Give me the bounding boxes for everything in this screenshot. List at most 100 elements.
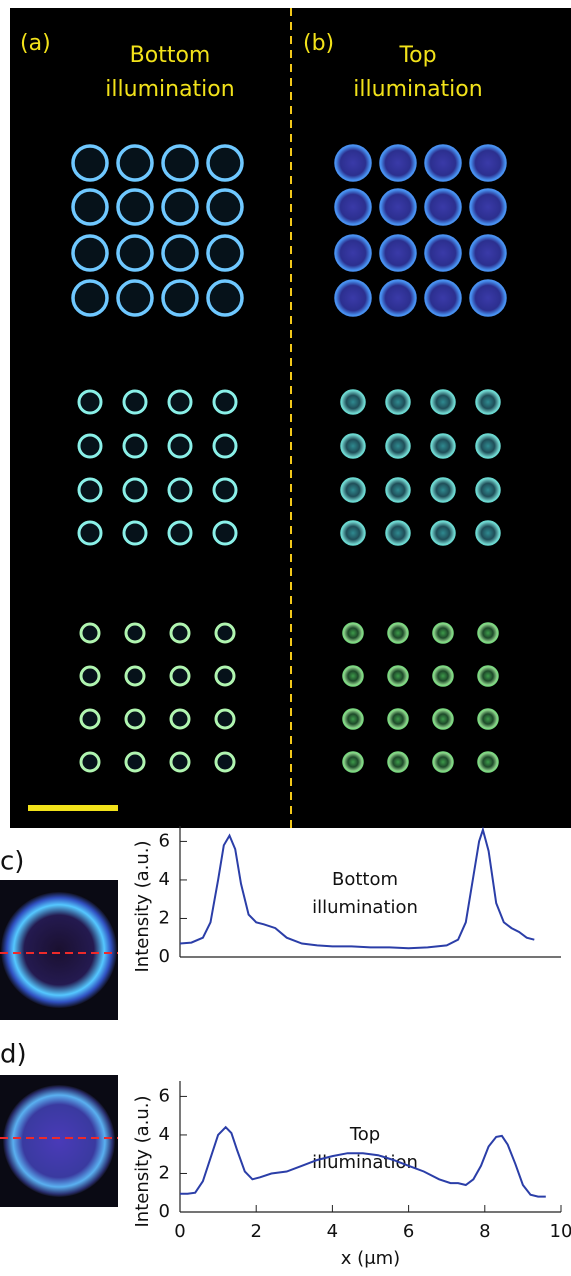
ring — [476, 521, 500, 545]
ring — [425, 280, 461, 316]
ring — [81, 624, 99, 642]
ring — [470, 280, 506, 316]
x-tick-label: 10 — [550, 1221, 571, 1242]
y-tick-label: 2 — [159, 907, 170, 928]
ring — [118, 281, 152, 315]
ring — [118, 190, 152, 224]
ring — [335, 280, 371, 316]
ring — [343, 752, 363, 772]
ring — [341, 434, 365, 458]
ring — [169, 522, 191, 544]
panel-title: illumination — [353, 77, 482, 102]
ring — [470, 235, 506, 271]
ring — [386, 434, 410, 458]
ring — [425, 145, 461, 181]
ring — [171, 753, 189, 771]
ring — [380, 189, 416, 225]
scale-bar — [28, 805, 118, 811]
ring — [386, 478, 410, 502]
ring — [470, 189, 506, 225]
ring — [214, 479, 236, 501]
chart-label: d) — [0, 1040, 27, 1070]
x-tick-label: 0 — [174, 1221, 185, 1242]
page: {"panels": [ {"label": "(a)", "title": [… — [0, 0, 571, 1276]
panel-label: (a) — [20, 31, 51, 56]
y-tick-label: 6 — [159, 830, 170, 851]
ring — [425, 189, 461, 225]
ring — [476, 434, 500, 458]
ring — [335, 189, 371, 225]
ring — [208, 190, 242, 224]
ring — [214, 435, 236, 457]
ring — [380, 280, 416, 316]
ring — [79, 479, 101, 501]
ring — [73, 190, 107, 224]
ring — [214, 391, 236, 413]
ring — [476, 478, 500, 502]
ring — [343, 666, 363, 686]
ring — [81, 710, 99, 728]
ring — [163, 146, 197, 180]
ring — [214, 522, 236, 544]
y-tick-label: 6 — [159, 1085, 170, 1106]
ring — [171, 710, 189, 728]
ring — [81, 667, 99, 685]
ring — [124, 522, 146, 544]
x-tick-label: 2 — [250, 1221, 261, 1242]
ring — [124, 391, 146, 413]
x-axis-label: x (μm) — [341, 1248, 400, 1269]
y-axis-label: Intensity (a.u.) — [132, 841, 153, 973]
ring — [118, 236, 152, 270]
ring — [388, 752, 408, 772]
ring — [163, 236, 197, 270]
ring — [81, 753, 99, 771]
ring-image — [1, 892, 117, 1008]
ring — [388, 709, 408, 729]
y-tick-label: 0 — [159, 1201, 170, 1222]
ring — [79, 435, 101, 457]
ring — [470, 145, 506, 181]
ring — [431, 390, 455, 414]
ring — [476, 390, 500, 414]
figure: (a)Bottomillumination(b)Topillumination … — [0, 0, 571, 1276]
ring — [216, 710, 234, 728]
ring — [208, 281, 242, 315]
ring — [380, 235, 416, 271]
ring — [433, 623, 453, 643]
ring — [478, 666, 498, 686]
ring — [126, 624, 144, 642]
ring — [478, 752, 498, 772]
ring — [388, 623, 408, 643]
ring — [73, 236, 107, 270]
ring — [163, 190, 197, 224]
panel-label: (b) — [303, 31, 334, 56]
ring — [73, 281, 107, 315]
ring — [79, 391, 101, 413]
ring — [433, 666, 453, 686]
ring — [126, 753, 144, 771]
ring — [380, 145, 416, 181]
ring — [335, 145, 371, 181]
ring — [343, 623, 363, 643]
annotation: illumination — [312, 897, 418, 918]
ring — [208, 236, 242, 270]
ring — [431, 521, 455, 545]
ring — [163, 281, 197, 315]
chart-label: c) — [0, 847, 24, 877]
ring — [341, 521, 365, 545]
ring — [431, 434, 455, 458]
ring — [171, 667, 189, 685]
panel-title: illumination — [105, 77, 234, 102]
ring — [124, 479, 146, 501]
ring — [433, 709, 453, 729]
panel-title: Bottom — [130, 43, 211, 68]
panel-title: Top — [398, 43, 436, 68]
ring — [126, 667, 144, 685]
ring — [171, 624, 189, 642]
ring — [216, 667, 234, 685]
ring — [124, 435, 146, 457]
ring-image — [3, 1085, 115, 1197]
annotation: Bottom — [332, 869, 398, 890]
ring — [341, 478, 365, 502]
ring — [425, 235, 461, 271]
